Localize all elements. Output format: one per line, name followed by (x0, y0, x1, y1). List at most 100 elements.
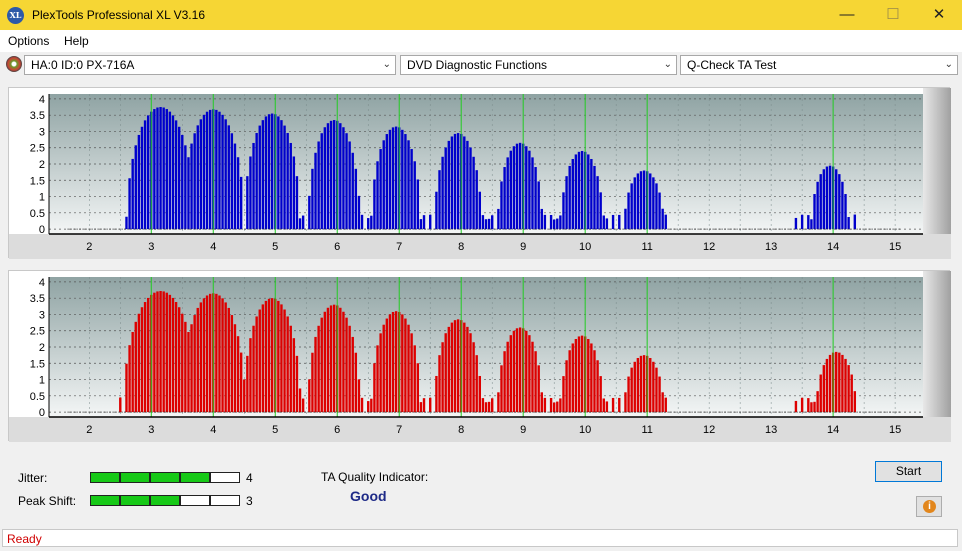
chart-bar (509, 150, 512, 230)
chart-bar (401, 314, 404, 413)
chart-bar (835, 351, 838, 413)
chart-bar (596, 176, 599, 230)
chart-bar (410, 149, 413, 230)
y-tick-label: 2 (39, 342, 45, 354)
jitter-meter-segment (90, 472, 120, 483)
x-tick-label: 4 (210, 241, 216, 253)
chart-bar (484, 402, 488, 413)
x-tick-label: 14 (827, 424, 839, 436)
chart-bar (441, 342, 444, 413)
chart-bar (205, 111, 209, 230)
chart-bar (146, 297, 150, 413)
chart-bar (326, 123, 330, 230)
chart-bar (230, 315, 234, 413)
peak-shift-meter-segment (120, 495, 150, 506)
chart-bar (565, 176, 568, 230)
chart-bar (475, 170, 478, 230)
chart-bar (540, 392, 543, 413)
chart-bar (525, 330, 528, 413)
chart-bar (450, 322, 454, 413)
menu-help[interactable]: Help (64, 34, 89, 48)
chart-bar (593, 165, 596, 230)
info-button[interactable]: i (916, 496, 942, 517)
chart-bar (388, 129, 392, 230)
chart-bar (320, 133, 323, 230)
peak-shift-meter-segment (180, 495, 210, 506)
chart-bar (354, 352, 358, 413)
chart-bar (478, 191, 482, 230)
menu-options[interactable]: Options (8, 34, 50, 48)
test-select[interactable]: Q-Check TA Test ⌄ (680, 55, 958, 75)
chart-bar (165, 109, 168, 230)
x-tick-label: 3 (148, 241, 154, 253)
chart-bar (497, 208, 500, 230)
start-button[interactable]: Start (875, 461, 942, 482)
drive-select[interactable]: HA:0 ID:0 PX-716A ⌄ (24, 55, 396, 75)
x-tick-label: 13 (765, 424, 777, 436)
chart-bar (810, 219, 813, 230)
chart-bar (838, 352, 841, 413)
chart-bar (255, 133, 258, 230)
peak-shift-label: Peak Shift: (18, 494, 77, 508)
chart-bar (317, 141, 320, 230)
chart-bar (559, 398, 562, 413)
chart-bar (171, 297, 175, 413)
chart-bar (193, 133, 196, 230)
chart-bar (345, 317, 348, 413)
chart-bar (125, 363, 128, 413)
chart-bar (580, 335, 584, 413)
chart-bar (289, 142, 292, 230)
chart-bar (559, 215, 562, 230)
chart-bar (487, 218, 491, 230)
chart-bar (816, 391, 819, 413)
chart-bar (286, 316, 289, 413)
y-tick-label: 3 (39, 309, 45, 321)
chart-bar (642, 170, 646, 230)
chart-bar (463, 322, 466, 413)
chart-bar (404, 134, 407, 230)
y-tick-label: 0.5 (30, 391, 45, 403)
chart-bar (249, 338, 252, 413)
chart-bar (444, 333, 447, 413)
chart-bar (438, 355, 441, 413)
chart-bar (246, 176, 249, 230)
chart-bar (447, 140, 451, 230)
chart-bar (664, 214, 667, 230)
chart-bar (568, 165, 571, 230)
chart-bar (128, 178, 131, 230)
chart-bar (348, 141, 351, 230)
chart-bar (531, 341, 534, 413)
chart-bar (215, 109, 218, 230)
chart-bar (199, 302, 203, 413)
chart-bar (379, 333, 382, 413)
chart-bar (140, 126, 144, 230)
chart-bar (286, 133, 289, 230)
chart-bar (119, 397, 122, 413)
chart-bar (298, 388, 302, 413)
chart-bar (658, 192, 661, 230)
chart-bar (190, 324, 193, 413)
close-icon[interactable]: ✕ (932, 6, 946, 23)
minimize-icon[interactable]: — (839, 6, 855, 23)
maximize-icon[interactable]: ☐ (886, 6, 900, 23)
chart-bar (326, 307, 330, 413)
chart-bar (534, 167, 537, 230)
function-select[interactable]: DVD Diagnostic Functions ⌄ (400, 55, 677, 75)
chart-bar (292, 156, 296, 230)
x-tick-label: 5 (272, 241, 278, 253)
chart-bar (571, 343, 574, 413)
chart-bar (466, 326, 469, 413)
chart-bar (481, 215, 485, 230)
chart-bar (314, 152, 317, 230)
chart-bar (221, 114, 224, 230)
chart-bar (184, 321, 187, 413)
chart-bar (208, 293, 212, 413)
chart-bar (354, 168, 358, 230)
jitter-distribution-chart-bottom: 0 0.5 1 1.5 2 2.5 3 3.5 4 2 3 4 5 6 7 8 9 10 11 12 13 14 15 (9, 271, 951, 442)
chart-bar (298, 218, 302, 230)
chart-bar (599, 376, 602, 413)
chart-bar (500, 365, 503, 413)
chart-bar (174, 302, 178, 413)
chart-bar (605, 401, 609, 413)
y-tick-label: 0 (39, 224, 45, 236)
